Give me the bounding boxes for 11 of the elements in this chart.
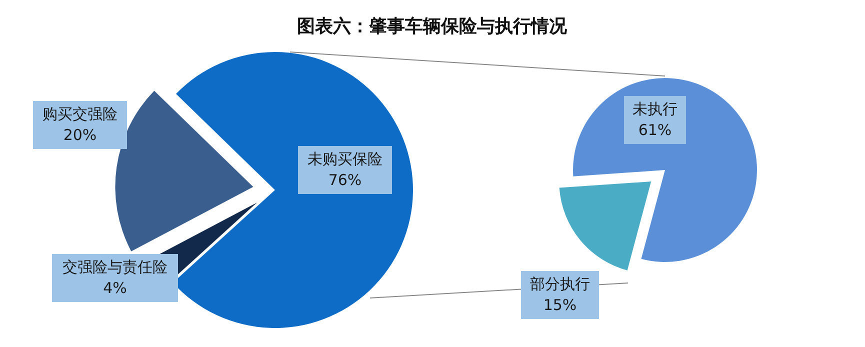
slice-label: 部分执行 (530, 275, 590, 293)
data-label: 4% (103, 279, 127, 297)
data-label: 61% (638, 121, 672, 139)
data-label: 76% (328, 171, 362, 189)
slice-label: 购买交强险 (42, 105, 118, 123)
chart-title: 图表六：肇事车辆保险与执行情况 (297, 16, 568, 37)
slice-label: 未执行 (632, 100, 678, 118)
slice-label: 未购买保险 (308, 150, 382, 168)
data-label: 15% (543, 296, 577, 314)
data-label: 20% (63, 126, 97, 144)
slice-label: 交强险与责任险 (62, 258, 168, 276)
